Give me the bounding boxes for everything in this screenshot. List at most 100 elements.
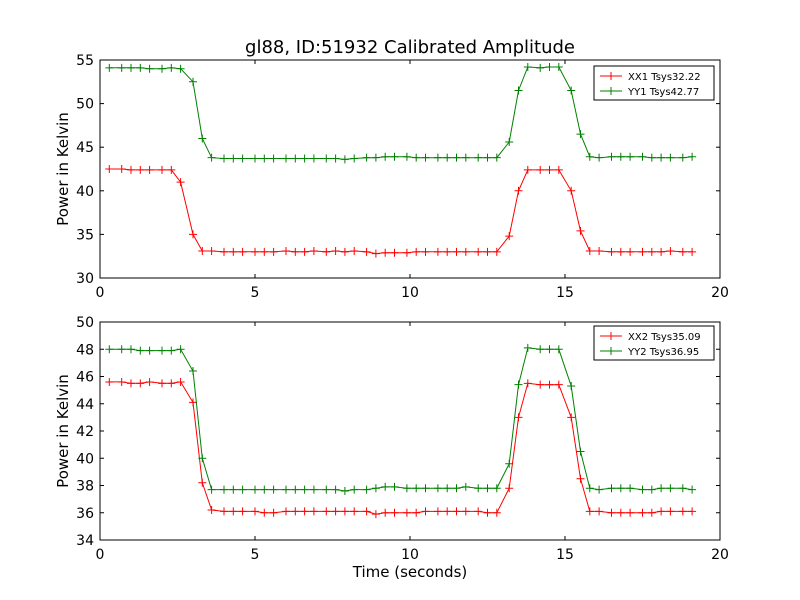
data-point-marker <box>390 152 399 161</box>
data-point-marker <box>176 178 185 187</box>
legend-frame <box>593 65 715 101</box>
x-axis-label: Time (seconds) <box>352 563 468 581</box>
data-point-marker <box>238 507 247 516</box>
y-axis-label: Power in Kelvin <box>54 112 72 226</box>
data-point-marker <box>136 379 145 388</box>
data-point-marker <box>443 484 452 493</box>
data-point-marker <box>300 485 309 494</box>
data-point-marker <box>229 154 238 163</box>
data-point-marker <box>421 484 430 493</box>
data-point-marker <box>402 152 411 161</box>
data-point-marker <box>251 485 259 494</box>
data-point-marker <box>461 482 470 491</box>
y-tick-label: 48 <box>76 342 94 358</box>
data-point-marker <box>412 153 421 162</box>
x-tick-label: 5 <box>251 285 260 301</box>
data-point-marker <box>626 247 635 256</box>
data-point-marker <box>443 247 452 256</box>
data-point-marker <box>340 247 349 256</box>
data-point-marker <box>421 153 430 162</box>
legend-marker <box>607 332 615 340</box>
y-tick-label: 35 <box>76 227 94 243</box>
data-point-marker <box>523 343 532 352</box>
legend-entry: YY2 Tsys36.95 <box>627 347 699 358</box>
data-point-marker <box>229 507 238 516</box>
data-point-marker <box>105 165 114 173</box>
y-tick-label: 40 <box>76 184 94 200</box>
y-tick-label: 34 <box>76 533 94 549</box>
data-point-marker <box>167 346 176 355</box>
data-point-marker <box>176 377 185 386</box>
data-point-marker <box>412 247 421 256</box>
data-point-marker <box>492 508 501 517</box>
data-point-marker <box>474 507 483 516</box>
data-point-marker <box>189 77 197 86</box>
data-point-marker <box>545 380 554 389</box>
data-point-marker <box>282 507 290 516</box>
data-point-marker <box>300 247 309 256</box>
data-point-marker <box>536 380 545 389</box>
data-point-marker <box>220 485 228 494</box>
data-point-marker <box>666 507 675 516</box>
data-point-marker <box>390 508 399 517</box>
data-point-marker <box>309 246 318 255</box>
y-tick-label: 36 <box>76 506 94 522</box>
data-point-marker <box>189 398 197 407</box>
data-point-marker <box>322 247 331 256</box>
legend: XX1 Tsys32.22 YY1 Tsys42.77 <box>593 65 715 101</box>
data-point-marker <box>585 484 594 493</box>
data-point-marker <box>688 152 697 161</box>
data-point-marker <box>576 447 585 456</box>
data-point-marker <box>595 507 604 516</box>
top-panel: 0 5 10 15 20 30 35 40 45 50 55 Power in Kelvin XX1 T… <box>54 53 729 301</box>
y-tick-label: 50 <box>76 97 94 113</box>
data-point-marker <box>421 247 430 256</box>
data-point-marker <box>647 508 656 517</box>
data-point-marker <box>381 248 390 257</box>
data-point-marker <box>300 507 309 516</box>
data-point-marker <box>657 507 666 516</box>
data-point-marker <box>350 485 359 494</box>
y-tick-label: 40 <box>76 451 94 467</box>
data-point-marker <box>117 377 126 386</box>
data-point-marker <box>607 484 616 493</box>
data-point-marker <box>251 247 259 256</box>
data-point-marker <box>626 508 635 517</box>
data-point-marker <box>492 484 501 493</box>
data-point-marker <box>198 454 207 463</box>
data-point-marker <box>238 485 247 494</box>
data-point-marker <box>616 152 625 161</box>
x-tick-label: 0 <box>96 285 105 301</box>
data-point-marker <box>505 484 514 493</box>
data-point-marker <box>127 165 135 174</box>
data-point-marker <box>207 246 216 255</box>
data-point-marker <box>105 345 114 354</box>
y-tick-label: 42 <box>76 424 94 440</box>
data-point-marker <box>474 484 483 493</box>
x-tick-label: 15 <box>556 285 574 301</box>
data-point-marker <box>229 247 238 256</box>
data-point-marker <box>381 152 390 161</box>
data-point-marker <box>198 246 207 255</box>
data-point-marker <box>145 377 154 386</box>
data-point-marker <box>666 484 675 493</box>
data-point-marker <box>136 165 145 174</box>
y-tick-label: 55 <box>76 53 94 69</box>
data-point-marker <box>117 63 126 72</box>
data-point-marker <box>127 345 135 354</box>
data-point-marker <box>666 153 675 162</box>
data-point-marker <box>514 86 523 95</box>
data-point-marker <box>607 508 616 517</box>
data-point-marker <box>688 485 697 494</box>
data-point-marker <box>269 247 278 256</box>
series-line-yy1 <box>109 66 693 160</box>
data-point-marker <box>282 246 290 255</box>
data-point-marker <box>269 508 278 517</box>
legend-entry: YY1 Tsys42.77 <box>627 87 699 98</box>
data-point-marker <box>136 346 145 355</box>
data-point-marker <box>607 247 616 256</box>
data-point-marker <box>678 484 687 493</box>
x-tick-label: 10 <box>401 547 419 563</box>
y-axis-label: Power in Kelvin <box>54 374 72 488</box>
